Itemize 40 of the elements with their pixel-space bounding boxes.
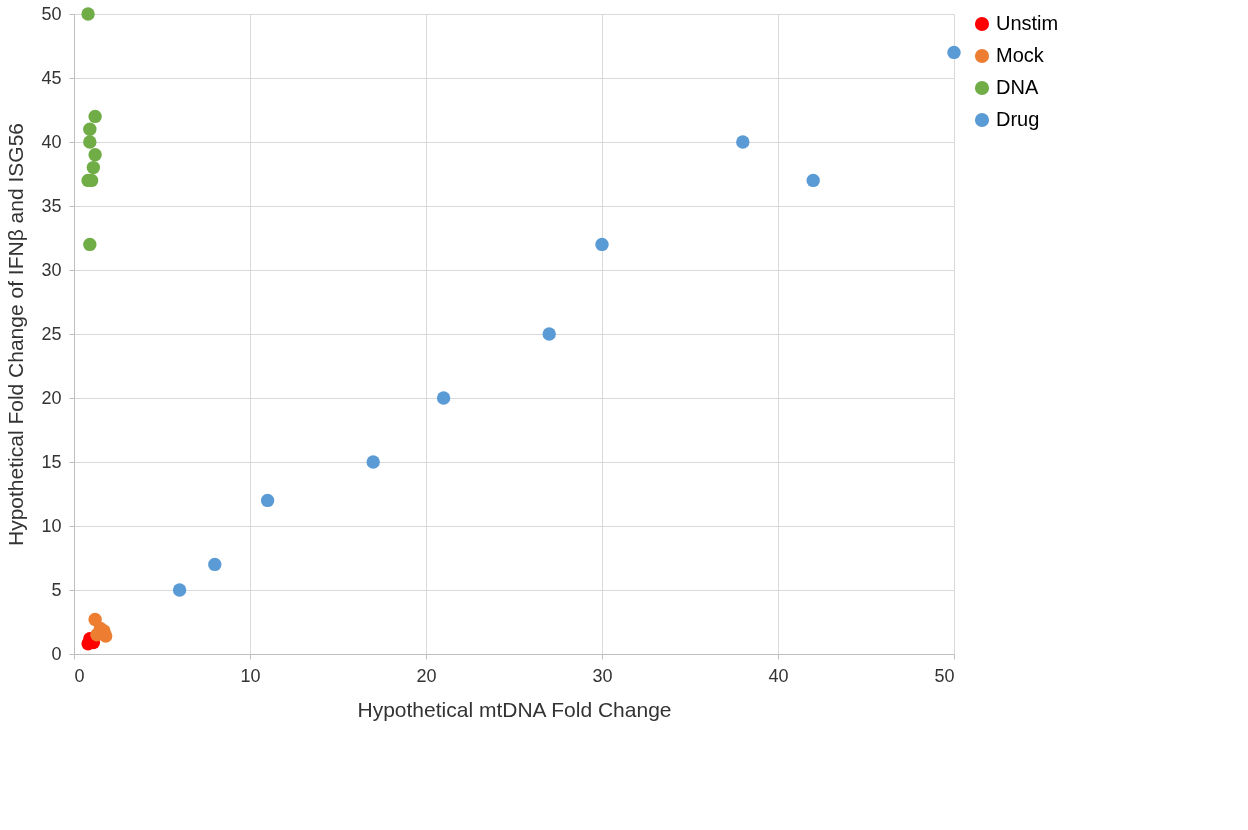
point [542,327,556,341]
x-tick-label: 10 [240,665,261,686]
point [88,148,102,162]
y-tick-label: 45 [41,67,62,88]
x-tick-label: 40 [768,665,789,686]
y-tick-label: 20 [41,387,62,408]
y-tick-label: 25 [41,323,62,344]
point [806,173,820,188]
y-tick-label: 35 [41,195,62,216]
point [83,122,97,136]
y-tick-label: 5 [51,579,62,600]
y-tick-label: 0 [51,643,62,664]
y-tick-label: 30 [41,259,62,280]
point [595,237,609,252]
x-tick-label: 50 [934,665,955,686]
y-tick-label: 40 [41,131,62,152]
x-tick-label: 0 [74,665,85,686]
point [366,455,380,469]
y-axis-title: Hypothetical Fold Change of IFNβ and ISG56 [4,123,28,546]
legend-label: Unstim [996,12,1059,34]
point [436,391,451,405]
legend-label: Drug [996,108,1040,130]
point [83,135,97,149]
x-tick-label: 30 [592,665,613,686]
x-tick-label: 20 [416,665,437,686]
y-tick-label: 50 [41,3,62,24]
point [172,583,187,597]
point [88,109,102,124]
point [86,160,101,175]
y-tick-label: 15 [41,451,62,472]
legend-label: Mock [996,44,1045,66]
point [736,135,750,149]
point [947,45,961,60]
point [260,493,275,508]
point [208,557,222,572]
point [81,7,95,21]
y-tick-label: 10 [41,515,62,536]
legend-label: DNA [996,76,1039,98]
x-axis-title: Hypothetical mtDNA Fold Change [357,697,672,721]
point [83,237,97,252]
